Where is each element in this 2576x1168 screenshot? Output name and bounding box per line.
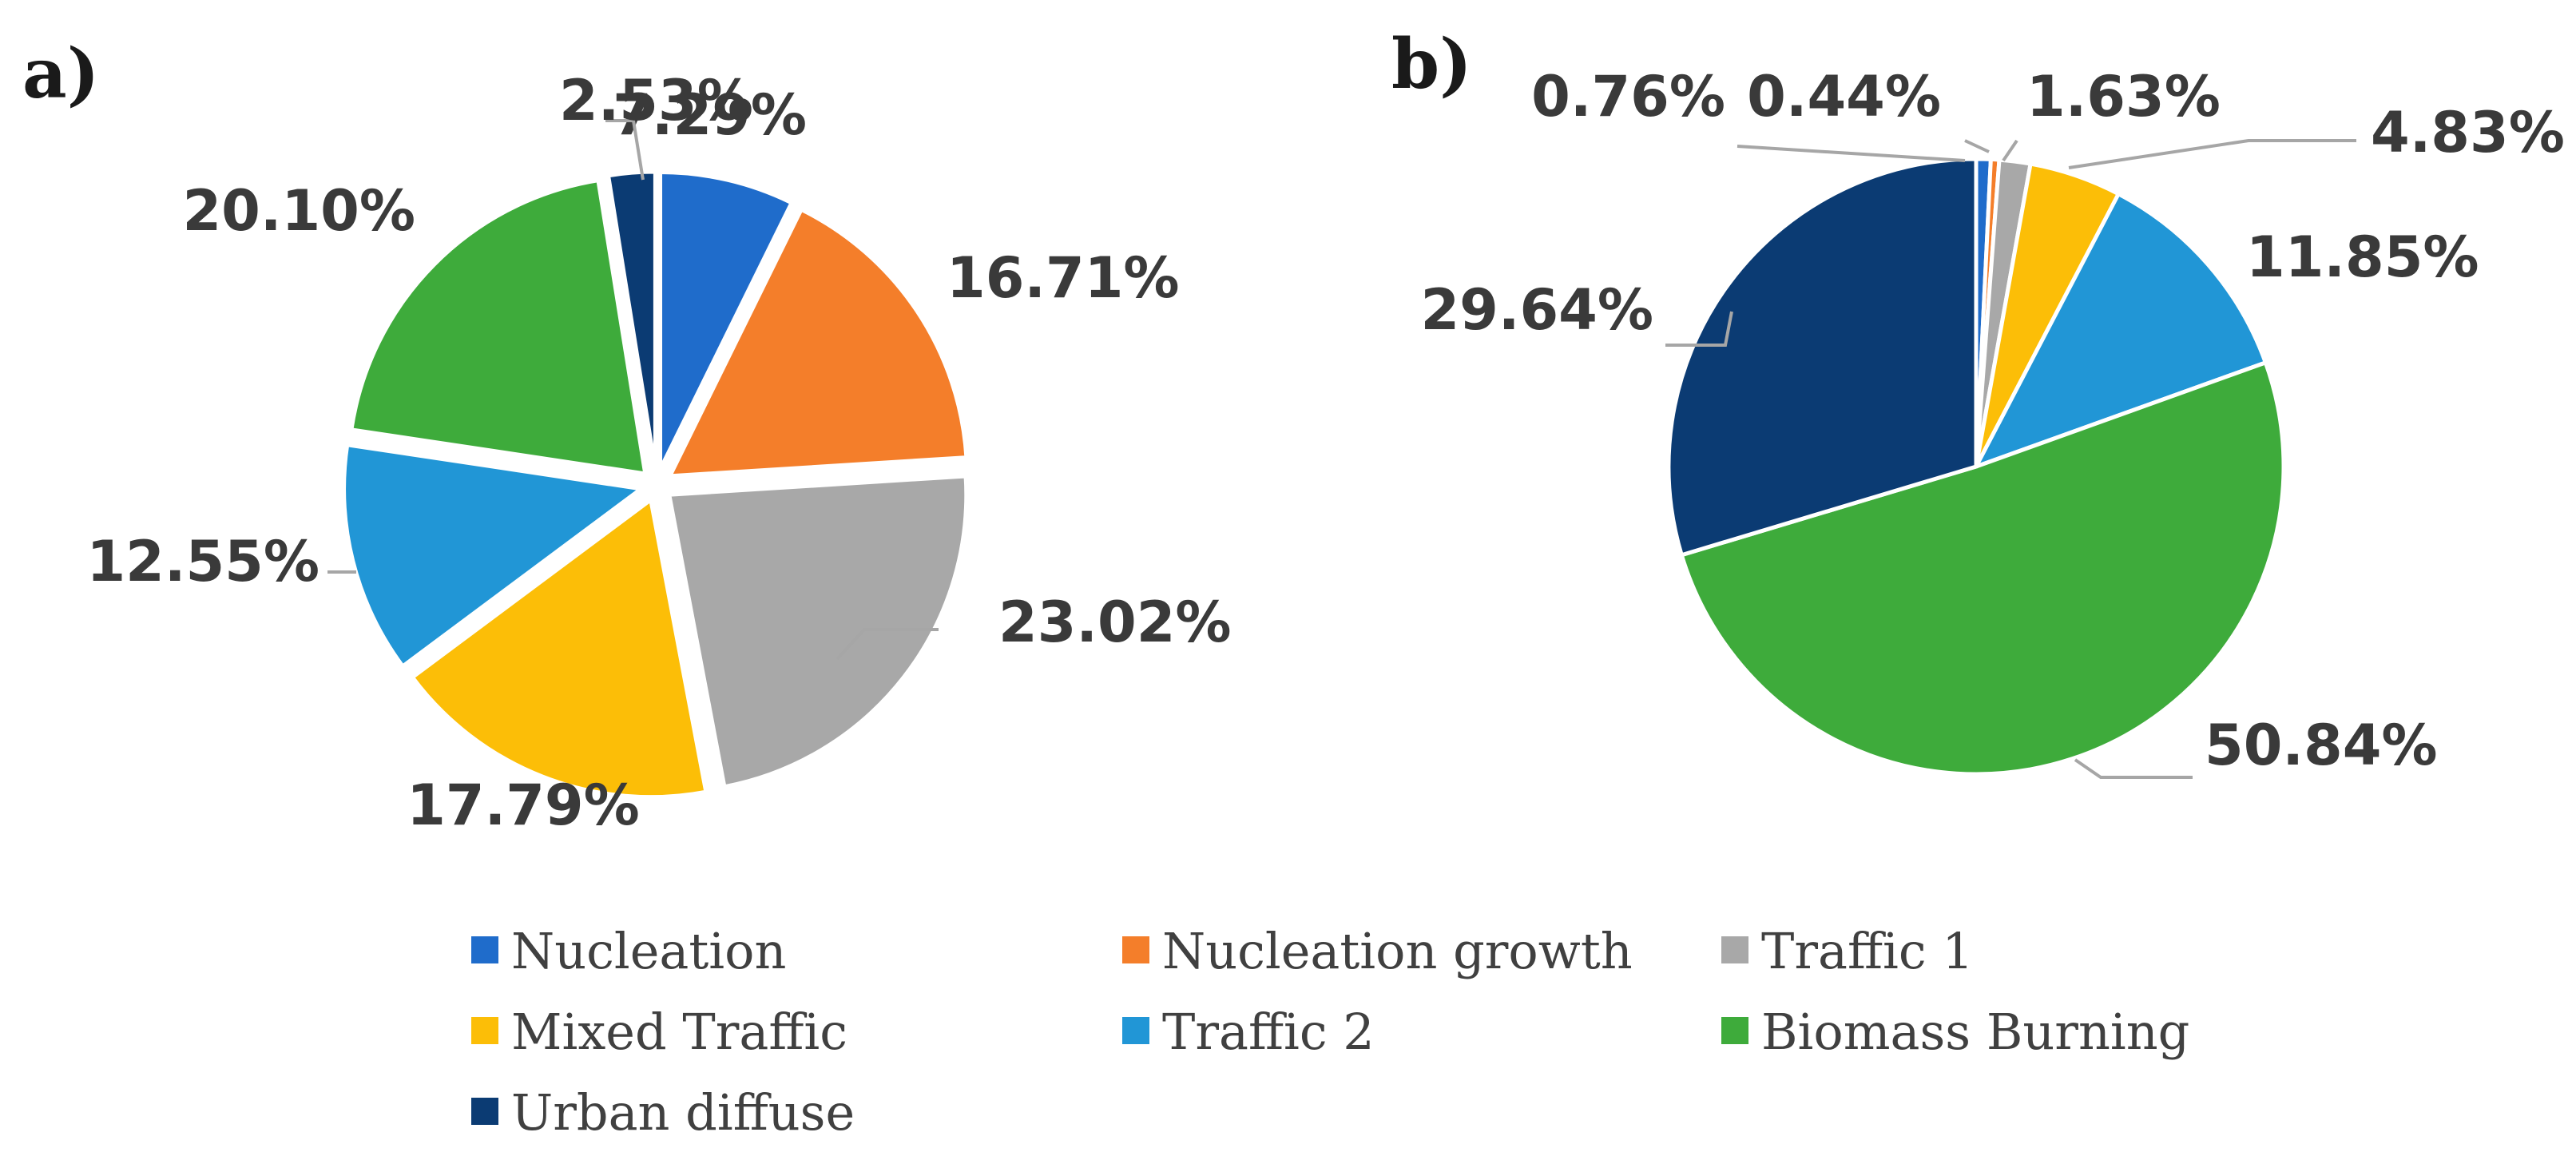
legend-swatch-traffic-1 [1721, 936, 1748, 963]
pie-b-label-mixed-traffic: 4.83% [2371, 100, 2565, 165]
pie-a-label-urban-diffuse: 2.53% [559, 68, 753, 133]
legend-swatch-nucleation-growth [1122, 936, 1149, 963]
panel-b-label: b) [1391, 24, 1472, 105]
pie-a-label-mixed-traffic: 17.79% [407, 773, 640, 838]
pie-b-slice-traffic-2 [1971, 191, 2268, 471]
pie-b-leader-nucleation [1737, 145, 1966, 162]
legend-swatch-mixed-traffic [471, 1017, 498, 1044]
pie-b-label-traffic-1: 1.63% [2026, 64, 2221, 129]
legend-swatch-nucleation [471, 936, 498, 963]
legend-label-urban-diffuse: Urban diffuse [511, 1083, 855, 1142]
legend-label-nucleation: Nucleation [511, 922, 786, 980]
legend-label-biomass-burning: Biomass Burning [1761, 1003, 2189, 1061]
pie-chart-b: 0.76% 0.44% 1.63% 4.83% 11.85% 50.84% 29.64% [1420, 64, 2565, 779]
legend-label-mixed-traffic: Mixed Traffic [511, 1003, 847, 1061]
pie-b-leader-nucleation-growth [1964, 139, 1990, 153]
legend: Nucleation Nucleation growth Traffic 1 Mixe… [471, 922, 2189, 1142]
pie-a-label-traffic-2: 12.55% [86, 529, 320, 594]
pie-b-leader-biomass-burning [2074, 758, 2193, 779]
pie-a-label-nucleation-growth: 16.71% [947, 245, 1180, 311]
legend-swatch-urban-diffuse [471, 1098, 498, 1125]
legend-swatch-traffic-2 [1122, 1017, 1149, 1044]
pie-chart-a: 7.29% 16.71% 23.02% 17.79% 12.55% 20.10% 2.53% [86, 68, 1231, 838]
pie-b-slice-biomass-burning [1679, 360, 2286, 777]
pie-a-label-biomass-burning: 20.10% [182, 178, 415, 244]
pie-b-label-biomass-burning: 50.84% [2205, 713, 2438, 778]
pie-b-leader-traffic-1 [2002, 139, 2018, 162]
pie-a-slice-nucleation [658, 170, 795, 471]
pie-b-label-traffic-2: 11.85% [2246, 224, 2479, 290]
pie-b-label-urban-diffuse: 29.64% [1420, 277, 1653, 343]
pie-a-slice-traffic-2 [342, 442, 646, 669]
pie-b-leader-mixed-traffic [2068, 139, 2356, 169]
panel-a-label: a) [22, 34, 99, 114]
pie-a-slice-nucleation-growth [666, 206, 969, 479]
pie-b-label-nucleation: 0.76% [1531, 64, 1725, 129]
pie-b-slice-urban-diffuse [1666, 157, 1979, 558]
pie-a-slice-mixed-traffic [409, 496, 708, 800]
legend-label-traffic-1: Traffic 1 [1761, 922, 1974, 980]
legend-label-traffic-2: Traffic 2 [1162, 1003, 1375, 1061]
pie-a-leader-traffic-1 [836, 628, 939, 661]
pie-a-slice-traffic-1 [666, 474, 969, 789]
pie-b-label-nucleation-growth: 0.44% [1747, 64, 1941, 129]
pie-b-leader-urban-diffuse [1665, 311, 1733, 347]
pie-a-label-traffic-1: 23.02% [998, 590, 1232, 655]
pie-a-slice-urban-diffuse [605, 169, 657, 470]
pie-a-leader-urban-diffuse [605, 119, 645, 181]
pie-a-label-nucleation: 7.29% [613, 82, 807, 148]
pie-a-slice-biomass-burning [349, 177, 648, 476]
legend-label-nucleation-growth: Nucleation growth [1162, 922, 1633, 980]
legend-swatch-biomass-burning [1721, 1017, 1748, 1044]
